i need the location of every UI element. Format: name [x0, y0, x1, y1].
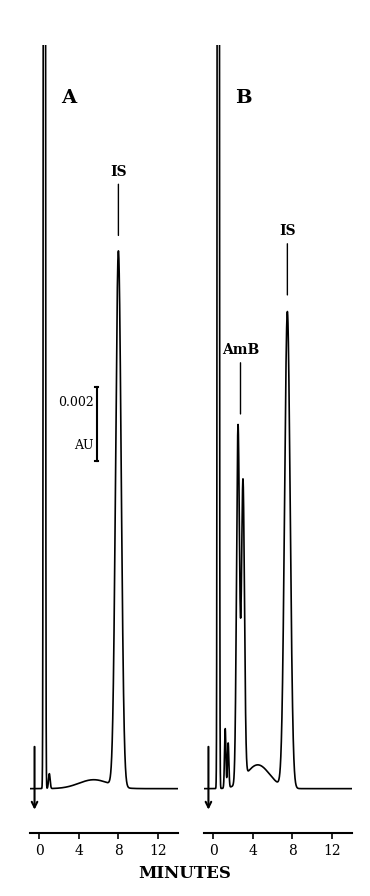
- Text: B: B: [235, 90, 252, 108]
- Text: 0.002: 0.002: [58, 396, 94, 409]
- Text: IS: IS: [110, 165, 127, 236]
- Text: A: A: [61, 90, 76, 108]
- Text: IS: IS: [279, 224, 296, 295]
- Text: AU: AU: [74, 439, 94, 452]
- Text: AmB: AmB: [222, 343, 259, 414]
- Text: MINUTES: MINUTES: [138, 866, 232, 882]
